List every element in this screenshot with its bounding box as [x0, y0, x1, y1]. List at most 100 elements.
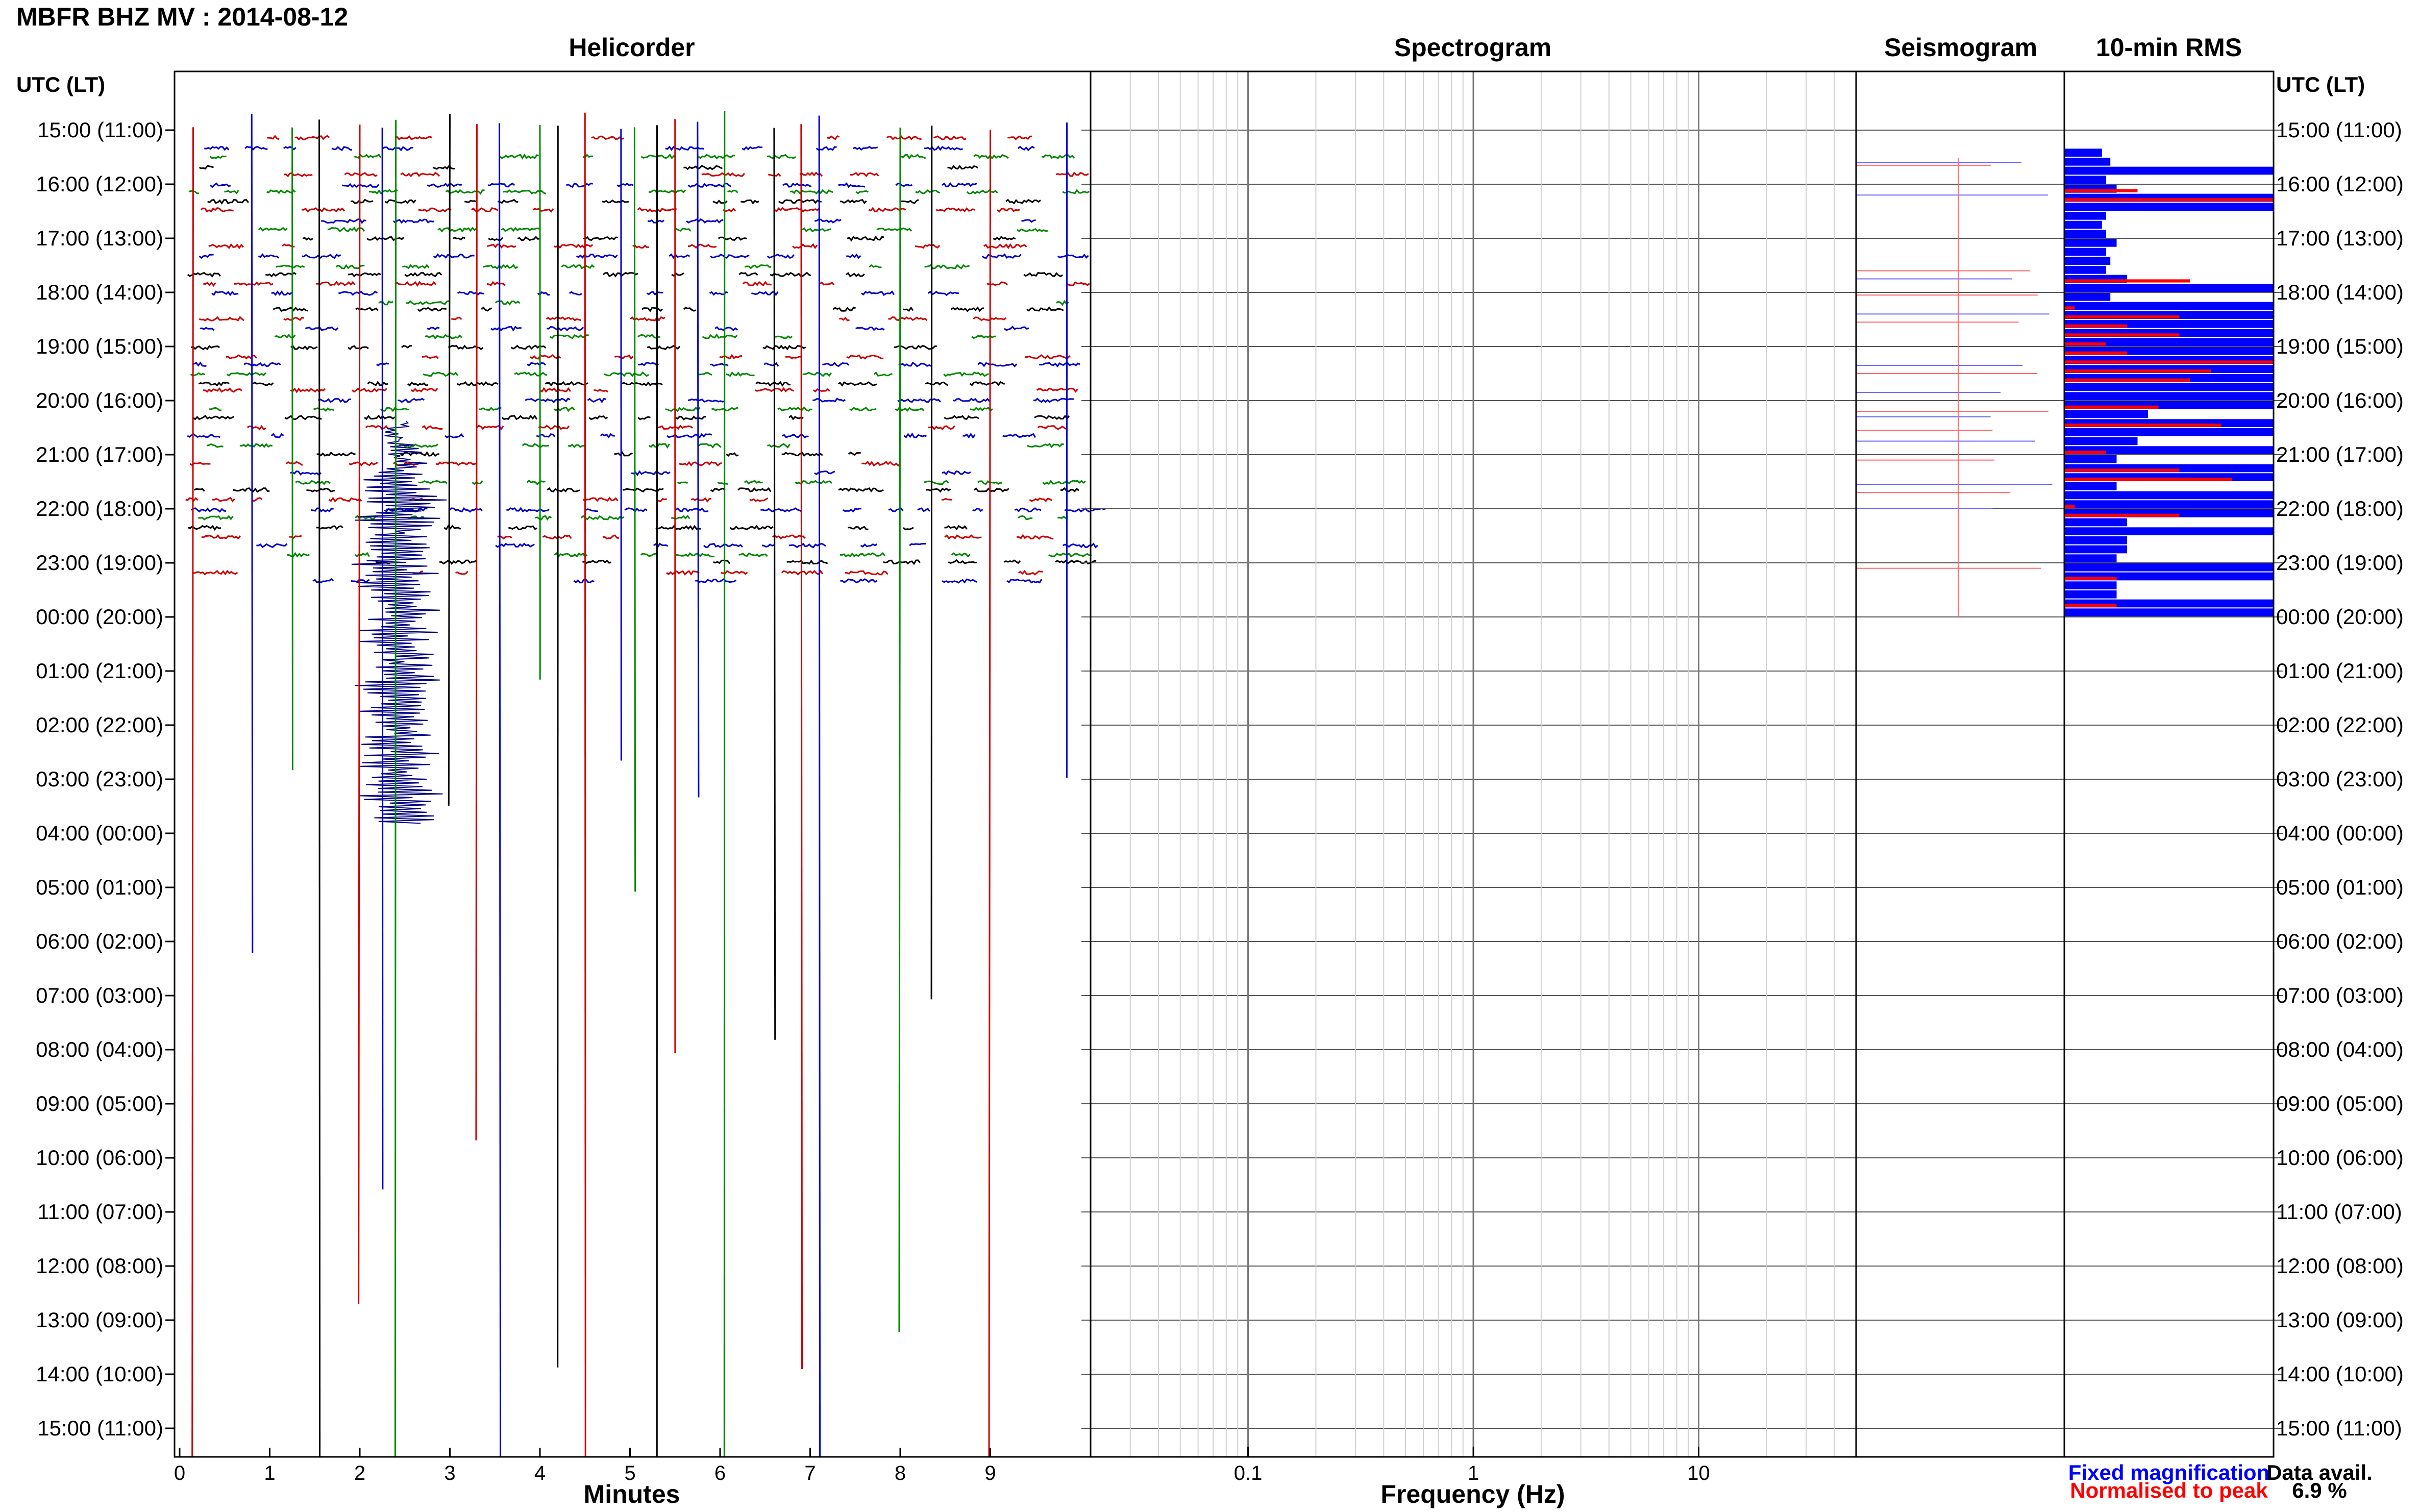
time-label-right: 18:00 (14:00): [2276, 280, 2404, 304]
helicorder-trace-segment: [316, 525, 343, 530]
helicorder-trace-segment: [203, 387, 243, 393]
helicorder-trace-segment: [774, 207, 820, 213]
helicorder-trace-segment: [200, 327, 215, 331]
helicorder-trace-segment: [294, 135, 330, 141]
rms-bar-normalised: [2064, 315, 2180, 319]
helicorder-trace-segment: [782, 434, 809, 438]
rms-bar-normalised: [2064, 424, 2221, 427]
helicorder-trace-segment: [423, 371, 459, 377]
helicorder-trace-segment: [948, 559, 977, 564]
helicorder-trace-segment: [317, 398, 351, 403]
rms-bar-fixed: [2064, 158, 2111, 166]
helicorder-trace-segment: [394, 281, 436, 287]
helicorder-trace-segment: [969, 381, 1005, 386]
helicorder-trace-segment: [849, 406, 877, 412]
freq-tick-label: 10: [1687, 1462, 1710, 1484]
helicorder-trace-segment: [1041, 154, 1075, 159]
rms-bar-normalised: [2064, 351, 2127, 355]
helicorder-trace-segment: [553, 243, 594, 250]
rms-bar-fixed: [2064, 230, 2106, 238]
rms-bar-fixed: [2064, 383, 2274, 391]
helicorder-trace-segment: [283, 146, 297, 151]
helicorder-trace-segment: [997, 207, 1020, 213]
helicorder-trace-segment: [653, 542, 669, 549]
helicorder-trace-segment: [410, 387, 438, 392]
helicorder-trace-segment: [401, 345, 412, 349]
helicorder-spike: [773, 128, 776, 1040]
helicorder-trace-segment: [935, 207, 975, 212]
helicorder-trace-segment: [1067, 281, 1090, 286]
helicorder-trace-segment: [244, 145, 268, 151]
time-label-right: 10:00 (06:00): [2276, 1146, 2404, 1170]
rms-bar-fixed: [2064, 410, 2148, 418]
rms-bar-normalised: [2064, 324, 2127, 328]
helicorder-trace-segment: [718, 236, 747, 241]
helicorder-trace-segment: [1005, 199, 1041, 205]
time-label-right: 14:00 (10:00): [2276, 1362, 2404, 1386]
helicorder-trace-segment: [677, 481, 688, 484]
time-labels-left: 15:00 (11:00) 16:00 (12:00) 17:00 (13:00) 1…: [36, 118, 163, 1440]
helicorder-trace-segment: [191, 507, 226, 513]
helicorder-trace-segment: [535, 515, 552, 521]
helicorder-trace-segment: [433, 253, 475, 259]
helicorder-trace-segment: [1055, 171, 1089, 177]
helicorder-trace-segment: [1003, 559, 1021, 564]
time-labels-right: 15:00 (11:00) 16:00 (12:00) 17:00 (13:00) 1…: [2276, 118, 2404, 1440]
helicorder-trace-segment: [532, 208, 554, 213]
helicorder-trace-segment: [587, 398, 606, 404]
helicorder-trace-segment: [744, 264, 772, 269]
helicorder-trace-segment: [384, 199, 416, 204]
helicorder-trace-segment: [744, 480, 763, 485]
helicorder-trace-segment: [726, 452, 739, 457]
freq-tick-label: 0.1: [1234, 1462, 1263, 1484]
rms-bar-fixed: [2064, 518, 2127, 527]
helicorder-trace-segment: [501, 414, 538, 420]
helicorder-trace-segment: [640, 153, 677, 160]
helicorder-trace-segment: [719, 354, 743, 360]
helicorder-trace-segment: [366, 236, 405, 241]
rms-bar-normalised: [2064, 513, 2180, 517]
helicorder-trace-segment: [933, 135, 967, 140]
minutes-tick-label: 8: [895, 1462, 906, 1484]
helicorder-trace-segment: [212, 497, 235, 503]
helicorder-trace-segment: [404, 272, 442, 278]
helicorder-trace-segment: [1017, 534, 1054, 540]
helicorder-trace-segment: [251, 497, 263, 502]
helicorder-trace-segment: [487, 182, 515, 188]
time-label-left: 12:00 (08:00): [36, 1254, 163, 1278]
helicorder-trace-segment: [710, 253, 750, 259]
helicorder-trace-segment: [944, 415, 979, 420]
helicorder-trace-segment: [549, 334, 589, 339]
helicorder-trace-segment: [703, 542, 744, 548]
helicorder-trace-segment: [566, 182, 593, 188]
helicorder-trace-segment: [365, 425, 390, 430]
helicorder-spike: [475, 124, 478, 1141]
helicorder-trace-segment: [802, 371, 832, 377]
helicorder-trace-segment: [201, 534, 241, 540]
helicorder-trace-segment: [354, 552, 370, 557]
helicorder-trace-segment: [683, 164, 723, 170]
helicorder-trace-segment: [443, 525, 461, 531]
time-label-right: 21:00 (17:00): [2276, 442, 2404, 466]
helicorder-trace-segment: [770, 271, 811, 277]
time-label-left: 06:00 (02:00): [36, 929, 163, 953]
helicorder-trace-segment: [266, 189, 296, 194]
time-label-left: 04:00 (00:00): [36, 821, 163, 845]
helicorder-trace-segment: [702, 333, 738, 339]
time-label-left: 23:00 (19:00): [36, 551, 163, 575]
helicorder-trace-segment: [1057, 254, 1089, 259]
helicorder-trace-segment: [295, 480, 331, 485]
helicorder-trace-segment: [243, 362, 281, 367]
helicorder-trace-segment: [1026, 306, 1064, 312]
helicorder-trace-segment: [265, 271, 297, 278]
helicorder-trace-segment: [476, 425, 504, 431]
time-label-left: 14:00 (10:00): [36, 1362, 163, 1386]
helicorder-trace-segment: [199, 165, 214, 170]
helicorder-trace-segment: [258, 253, 280, 259]
helicorder-trace-segment: [402, 264, 430, 269]
helicorder-trace-segment: [973, 487, 1009, 492]
rms-bar-fixed: [2064, 581, 2117, 589]
helicorder-trace-segment: [1025, 354, 1071, 359]
helicorder-trace-segment: [545, 381, 588, 387]
